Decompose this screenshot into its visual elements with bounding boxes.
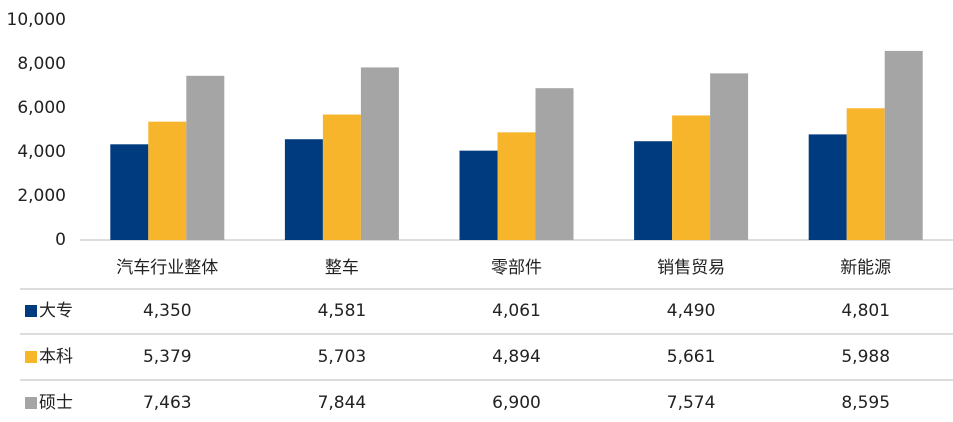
y-tick-label: 10,000 xyxy=(7,10,66,30)
x-tick-label: 汽车行业整体 xyxy=(116,258,218,278)
table-cell: 4,581 xyxy=(318,301,367,321)
legend-key xyxy=(25,305,37,317)
y-tick-label: 2,000 xyxy=(17,186,66,206)
legend-label: 硕士 xyxy=(39,393,73,413)
bar xyxy=(360,67,399,240)
table-cell: 8,595 xyxy=(841,393,890,413)
table-cell: 7,844 xyxy=(318,393,367,413)
y-tick-label: 4,000 xyxy=(17,142,66,162)
legend-key xyxy=(25,351,37,363)
table-cell: 4,894 xyxy=(492,347,541,367)
table-cell: 4,490 xyxy=(667,301,716,321)
bar xyxy=(284,139,323,240)
x-tick-label: 零部件 xyxy=(491,258,542,278)
bar xyxy=(846,108,885,240)
table-cell: 7,574 xyxy=(667,393,716,413)
table-cell: 5,661 xyxy=(667,347,716,367)
y-tick-label: 0 xyxy=(55,230,66,250)
y-tick-label: 6,000 xyxy=(17,98,66,118)
x-tick-label: 整车 xyxy=(325,258,359,278)
table-cell: 5,703 xyxy=(318,347,367,367)
bar xyxy=(497,132,536,240)
x-tick-label: 新能源 xyxy=(840,258,891,278)
bar xyxy=(186,75,225,241)
legend-key xyxy=(25,397,37,409)
y-tick-label: 8,000 xyxy=(17,54,66,74)
bar xyxy=(710,73,749,240)
table-cell: 5,988 xyxy=(841,347,890,367)
table-cell: 4,801 xyxy=(841,301,890,321)
x-tick-label: 销售贸易 xyxy=(657,258,725,278)
bar xyxy=(672,115,711,240)
table-cell: 5,379 xyxy=(143,347,192,367)
bar xyxy=(634,141,673,240)
bar xyxy=(459,150,498,240)
legend-label: 本科 xyxy=(39,347,73,367)
bar xyxy=(884,50,923,240)
table-cell: 7,463 xyxy=(143,393,192,413)
bar xyxy=(110,144,149,240)
table-cell: 4,061 xyxy=(492,301,541,321)
table-cell: 4,350 xyxy=(143,301,192,321)
bar xyxy=(148,121,187,240)
bar xyxy=(808,134,847,240)
bar xyxy=(322,114,361,240)
bar xyxy=(535,88,574,240)
table-cell: 6,900 xyxy=(492,393,541,413)
legend-label: 大专 xyxy=(39,301,73,321)
